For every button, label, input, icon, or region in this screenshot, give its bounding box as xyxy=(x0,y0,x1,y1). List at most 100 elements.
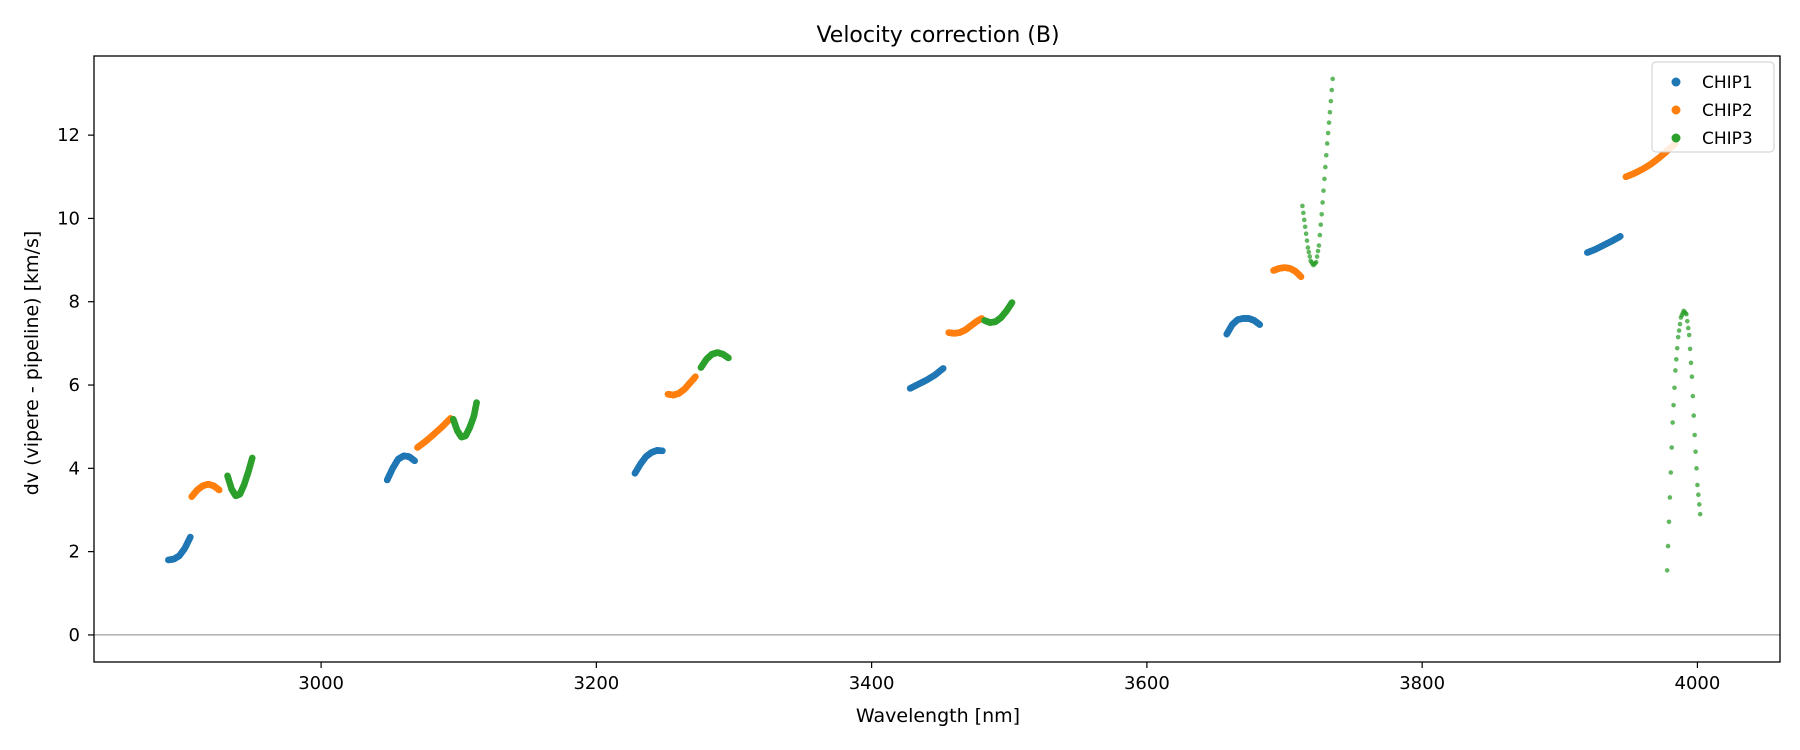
legend-marker-chip2 xyxy=(1671,105,1681,115)
chip3-point xyxy=(1684,311,1689,317)
chip3-point xyxy=(1695,482,1700,488)
chip3-point xyxy=(1323,164,1328,170)
chip3-point xyxy=(1316,243,1322,248)
chip3-point xyxy=(1685,325,1691,331)
chip1-point xyxy=(1617,233,1624,240)
chip3-point xyxy=(1323,152,1329,158)
chip3-point xyxy=(1302,224,1308,230)
chip3-point xyxy=(1690,393,1696,399)
legend-marker-chip3 xyxy=(1671,133,1681,143)
chip3-point xyxy=(1305,245,1311,250)
chip3-point xyxy=(1669,445,1675,450)
chip3-point xyxy=(1325,130,1331,136)
chip3-point xyxy=(1322,176,1327,182)
chip3-point xyxy=(1320,200,1325,205)
chip3-point xyxy=(1317,232,1323,238)
chip3-point xyxy=(1689,374,1695,380)
chip3-point xyxy=(1328,98,1334,104)
chip1-point xyxy=(411,457,418,465)
x-tick-label: 3600 xyxy=(1124,673,1170,694)
chip3-point xyxy=(725,354,732,362)
chip3-point xyxy=(1303,231,1309,237)
chip3-point xyxy=(1319,211,1324,217)
chip3-point xyxy=(1324,141,1330,146)
chip3-point xyxy=(1696,492,1701,498)
chip3-point xyxy=(1666,519,1672,525)
chip3-point xyxy=(1668,470,1674,475)
chip3-point xyxy=(1329,87,1335,93)
chip2-point xyxy=(1297,273,1305,281)
chip3-point xyxy=(1688,360,1694,366)
chip3-point xyxy=(1326,120,1332,125)
chip3-point xyxy=(248,454,256,462)
x-tick-label: 3800 xyxy=(1399,673,1445,694)
chip3-point xyxy=(1692,432,1697,438)
chip3-point xyxy=(1693,449,1698,454)
chip2-point xyxy=(692,373,699,381)
legend: CHIP1 CHIP2 CHIP3 xyxy=(1651,61,1775,153)
chip3-point xyxy=(1696,502,1702,507)
chip1-point xyxy=(659,447,666,455)
chip3-point xyxy=(1315,248,1321,254)
chip3-point xyxy=(1301,217,1307,223)
chip3-point xyxy=(473,399,480,406)
chip3-point xyxy=(1327,109,1333,115)
chip3-point xyxy=(1691,413,1697,418)
x-tick-label: 4000 xyxy=(1675,673,1721,694)
chip3-point xyxy=(1686,332,1692,338)
chip3-point xyxy=(1673,368,1678,373)
chip3-point xyxy=(1667,495,1673,500)
chip2-point xyxy=(215,486,223,494)
chip3-point xyxy=(1677,321,1683,327)
chip3-point xyxy=(1318,222,1324,227)
chip3-point xyxy=(1675,334,1681,340)
chart-title: Velocity correction (B) xyxy=(816,23,1059,48)
chip3-point xyxy=(1697,511,1703,517)
x-tick-label: 3400 xyxy=(849,673,895,694)
chip3-point xyxy=(1314,254,1320,259)
chip3-point xyxy=(1694,466,1699,471)
chip3-point xyxy=(1671,402,1676,408)
chip3-point xyxy=(1304,238,1310,243)
chip3-point xyxy=(1670,420,1675,425)
chip1-point xyxy=(939,365,947,372)
chip3-point xyxy=(1330,76,1335,82)
chip3-point xyxy=(1664,568,1670,573)
chip3-point xyxy=(1672,385,1677,391)
y-tick-label: 0 xyxy=(69,625,80,646)
chip3-point xyxy=(1307,254,1313,259)
chip3-point xyxy=(1687,346,1693,352)
y-tick-label: 10 xyxy=(57,208,80,229)
axes-frame xyxy=(93,55,1781,663)
y-tick-label: 2 xyxy=(69,542,80,563)
x-tick-label: 3200 xyxy=(573,673,619,694)
chip3-point xyxy=(1008,299,1016,306)
chip3-point xyxy=(1685,318,1690,324)
chip3-point xyxy=(1674,357,1679,362)
x-axis-label: Wavelength [nm] xyxy=(856,705,1020,727)
legend-label-chip2: CHIP2 xyxy=(1702,101,1753,121)
y-tick-label: 8 xyxy=(69,292,80,313)
chip3-point xyxy=(1300,203,1305,209)
chip3-point xyxy=(1313,259,1319,265)
legend-label-chip1: CHIP1 xyxy=(1702,73,1753,93)
legend-label-chip3: CHIP3 xyxy=(1702,129,1753,149)
chip3-point xyxy=(1665,543,1671,549)
chip3-point xyxy=(1674,345,1680,351)
y-tick-label: 4 xyxy=(69,458,80,479)
chip1-point xyxy=(1256,321,1264,328)
chip3-point xyxy=(1301,210,1306,216)
y-tick-label: 12 xyxy=(57,125,80,146)
x-tick-label: 3000 xyxy=(298,673,344,694)
y-tick-label: 6 xyxy=(69,375,80,396)
plot-area xyxy=(94,76,1780,636)
chip3-point xyxy=(1306,249,1312,255)
legend-marker-chip1 xyxy=(1671,77,1681,87)
chip3-point xyxy=(1321,188,1326,193)
y-axis-label: dv (vipere - pipeline) [km/s] xyxy=(21,231,43,496)
legend-box xyxy=(1651,61,1775,153)
chip3-point xyxy=(1676,328,1682,333)
axis-ticks: 3000 3200 3400 3600 3800 4000 0 2 4 6 8 10 12 xyxy=(57,55,1781,694)
